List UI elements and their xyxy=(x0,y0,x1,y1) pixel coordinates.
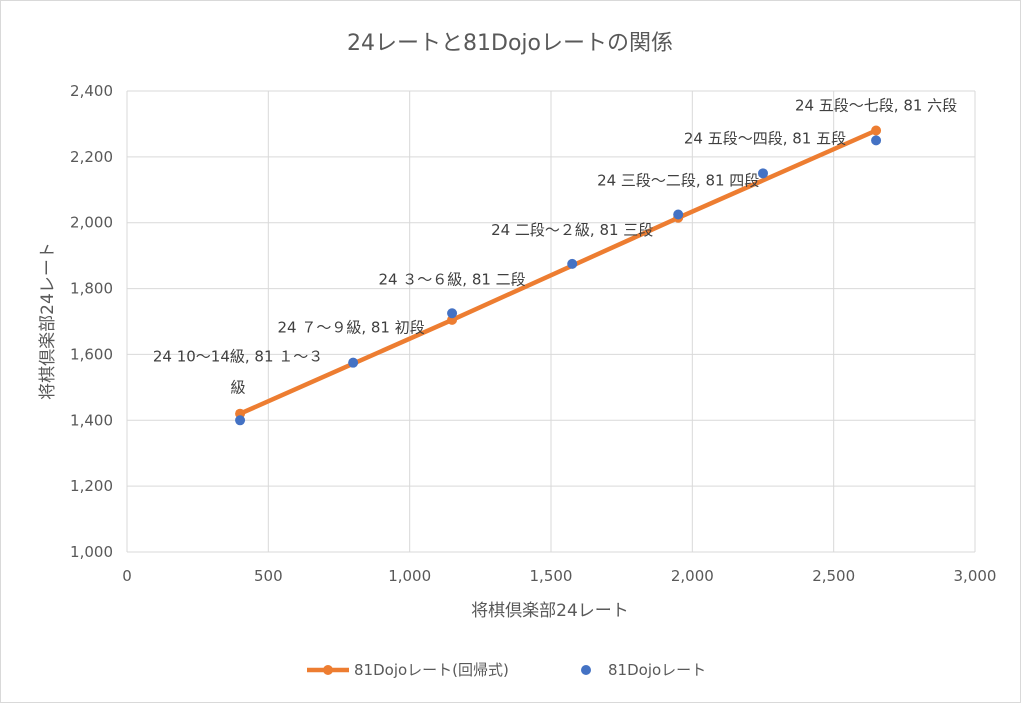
y-tick-label: 2,000 xyxy=(70,214,113,232)
x-tick-label: 3,000 xyxy=(954,567,997,585)
y-axis-title: 将棋倶楽部24レート xyxy=(38,242,58,400)
y-tick-label: 2,400 xyxy=(70,82,113,100)
data-label: 級 xyxy=(231,379,246,397)
data-label: 24 ３～６級, 81 二段 xyxy=(378,270,525,288)
scatter-point xyxy=(447,308,458,319)
y-tick-label: 1,600 xyxy=(70,345,113,363)
scatter-point xyxy=(235,415,246,426)
legend-item-scatter: 81Dojoレート xyxy=(581,661,706,679)
series-1 xyxy=(235,125,882,419)
data-label: 24 ７～９級, 81 初段 xyxy=(278,319,425,337)
x-axis-title: 将棋倶楽部24レート xyxy=(471,601,629,621)
legend: 81Dojoレート(回帰式) 81Dojoレート xyxy=(307,661,706,679)
series-layer xyxy=(235,125,882,426)
data-label: 24 五段～四段, 81 五段 xyxy=(684,129,846,147)
x-tick-label: 2,000 xyxy=(671,567,714,585)
y-tick-label: 2,200 xyxy=(70,148,113,166)
axes: 1,000 1,200 1,400 1,600 1,800 2,000 2,200 2,400… xyxy=(70,82,996,585)
data-label: 24 三段～二段, 81 四段 xyxy=(597,171,759,189)
regression-marker xyxy=(871,125,882,136)
legend-marker-swatch xyxy=(581,665,591,675)
scatter-point xyxy=(758,168,768,179)
data-label: 24 10～14級, 81 １～３ xyxy=(153,348,323,366)
grid-lines xyxy=(126,90,976,553)
data-label: 24 五段～七段, 81 六段 xyxy=(795,97,957,115)
legend-marker-swatch xyxy=(323,665,333,675)
legend-label: 81Dojoレート(回帰式) xyxy=(354,661,509,679)
scatter-point xyxy=(567,258,578,269)
x-tick-label: 1,500 xyxy=(530,567,573,585)
y-tick-label: 1,000 xyxy=(70,543,113,561)
chart-title: 24レートと81Dojoレートの関係 xyxy=(347,31,673,56)
legend-label: 81Dojoレート xyxy=(608,661,706,679)
y-tick-label: 1,200 xyxy=(70,477,113,495)
y-tick-label: 1,800 xyxy=(70,280,113,298)
x-tick-label: 2,500 xyxy=(812,567,855,585)
legend-item-regression: 81Dojoレート(回帰式) xyxy=(307,661,509,679)
scatter-point xyxy=(673,209,684,220)
scatter-point xyxy=(871,135,882,146)
x-tick-label: 500 xyxy=(254,567,283,585)
data-label: 24 二段～２級, 81 三段 xyxy=(491,221,653,239)
scatter-point xyxy=(348,357,359,368)
x-tick-label: 1,000 xyxy=(388,567,431,585)
series-2 xyxy=(235,135,882,426)
x-tick-label: 0 xyxy=(122,567,132,585)
data-label-layer: 24 10～14級, 81 １～３ 級 24 ７～９級, 81 初段 24 ３～６級,… xyxy=(153,97,957,397)
y-tick-label: 1,400 xyxy=(70,411,113,429)
regression-line xyxy=(237,128,879,416)
